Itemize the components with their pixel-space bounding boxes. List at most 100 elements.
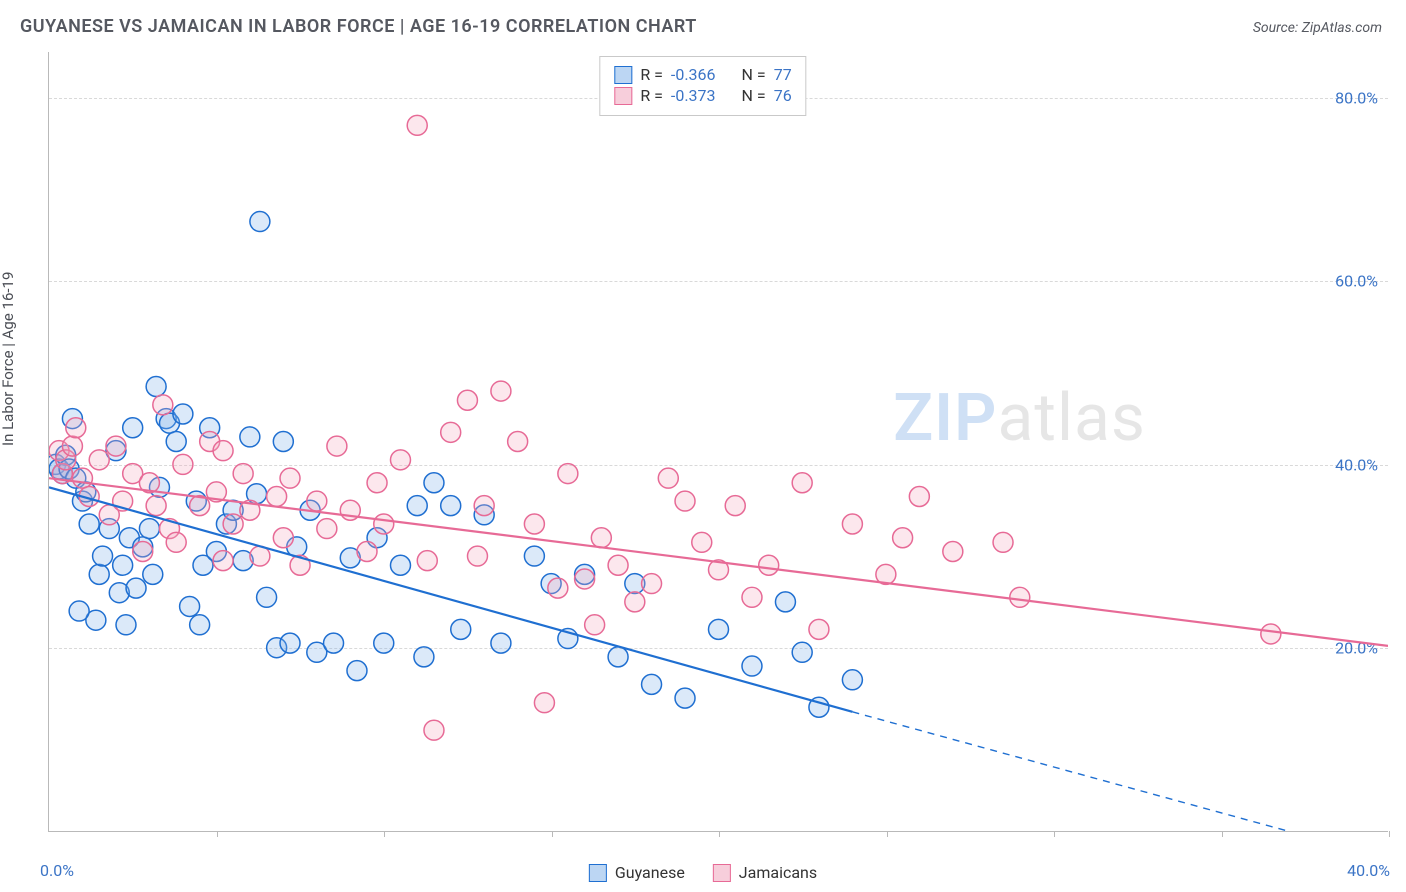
data-point-jamaicans bbox=[213, 441, 233, 461]
data-point-guyanese bbox=[190, 615, 210, 635]
data-point-guyanese bbox=[792, 642, 812, 662]
legend-swatch bbox=[713, 864, 731, 882]
data-point-jamaicans bbox=[508, 432, 528, 452]
data-point-guyanese bbox=[143, 564, 163, 584]
data-point-guyanese bbox=[407, 496, 427, 516]
data-point-guyanese bbox=[608, 647, 628, 667]
data-point-jamaicans bbox=[233, 464, 253, 484]
data-point-jamaicans bbox=[474, 496, 494, 516]
data-point-guyanese bbox=[116, 615, 136, 635]
data-point-guyanese bbox=[390, 555, 410, 575]
data-point-jamaicans bbox=[1010, 587, 1030, 607]
data-point-guyanese bbox=[180, 596, 200, 616]
data-point-jamaicans bbox=[534, 693, 554, 713]
data-point-guyanese bbox=[257, 587, 277, 607]
x-tick bbox=[552, 831, 553, 837]
x-tick bbox=[217, 831, 218, 837]
data-point-guyanese bbox=[451, 619, 471, 639]
chart-svg bbox=[49, 52, 1388, 831]
data-point-guyanese bbox=[842, 670, 862, 690]
data-point-jamaicans bbox=[213, 551, 233, 571]
data-point-jamaicans bbox=[424, 720, 444, 740]
data-point-jamaicans bbox=[742, 587, 762, 607]
data-point-jamaicans bbox=[625, 592, 645, 612]
data-point-guyanese bbox=[742, 656, 762, 676]
legend-series-item: Jamaicans bbox=[713, 863, 817, 882]
data-point-guyanese bbox=[69, 601, 89, 621]
trend-line-extrapolated-guyanese bbox=[852, 712, 1388, 831]
data-point-jamaicans bbox=[658, 468, 678, 488]
source-attribution: Source: ZipAtlas.com bbox=[1253, 20, 1382, 36]
data-point-guyanese bbox=[273, 432, 293, 452]
trend-line-guyanese bbox=[49, 487, 852, 712]
data-point-jamaicans bbox=[558, 464, 578, 484]
data-point-jamaicans bbox=[457, 390, 477, 410]
x-axis-max-label: 40.0% bbox=[1347, 861, 1390, 880]
data-point-jamaicans bbox=[407, 115, 427, 135]
data-point-jamaicans bbox=[585, 615, 605, 635]
data-point-guyanese bbox=[524, 546, 544, 566]
data-point-guyanese bbox=[709, 619, 729, 639]
data-point-guyanese bbox=[79, 514, 99, 534]
data-point-jamaicans bbox=[273, 528, 293, 548]
legend-correlation: R = -0.366 N = 77 R =-0.373N =76 bbox=[599, 56, 806, 116]
x-tick bbox=[719, 831, 720, 837]
data-point-jamaicans bbox=[943, 541, 963, 561]
data-point-guyanese bbox=[675, 688, 695, 708]
chart-title: GUYANESE VS JAMAICAN IN LABOR FORCE | AG… bbox=[20, 16, 697, 37]
data-point-jamaicans bbox=[367, 473, 387, 493]
data-point-jamaicans bbox=[357, 541, 377, 561]
x-tick bbox=[384, 831, 385, 837]
legend-series-label: Guyanese bbox=[615, 863, 685, 882]
legend-swatch bbox=[589, 864, 607, 882]
data-point-jamaicans bbox=[66, 418, 86, 438]
data-point-guyanese bbox=[126, 578, 146, 598]
legend-r-value: -0.366 bbox=[671, 65, 716, 84]
data-point-jamaicans bbox=[491, 381, 511, 401]
data-point-guyanese bbox=[139, 519, 159, 539]
source-label: Source: bbox=[1253, 20, 1298, 36]
data-point-jamaicans bbox=[267, 487, 287, 507]
data-point-jamaicans bbox=[223, 514, 243, 534]
data-point-guyanese bbox=[441, 496, 461, 516]
data-point-jamaicans bbox=[467, 546, 487, 566]
legend-swatch bbox=[614, 87, 632, 105]
data-point-jamaicans bbox=[893, 528, 913, 548]
data-point-guyanese bbox=[491, 633, 511, 653]
x-tick bbox=[1389, 831, 1390, 837]
data-point-guyanese bbox=[374, 633, 394, 653]
legend-r-label: R = bbox=[640, 65, 663, 84]
data-point-jamaicans bbox=[146, 496, 166, 516]
data-point-jamaicans bbox=[72, 468, 92, 488]
data-point-guyanese bbox=[166, 432, 186, 452]
data-point-jamaicans bbox=[675, 491, 695, 511]
data-point-jamaicans bbox=[307, 491, 327, 511]
data-point-jamaicans bbox=[106, 436, 126, 456]
data-point-jamaicans bbox=[692, 532, 712, 552]
data-point-jamaicans bbox=[173, 454, 193, 474]
data-point-guyanese bbox=[123, 418, 143, 438]
data-point-jamaicans bbox=[166, 532, 186, 552]
legend-swatch bbox=[614, 66, 632, 84]
data-point-guyanese bbox=[642, 674, 662, 694]
data-point-jamaicans bbox=[575, 569, 595, 589]
data-point-guyanese bbox=[89, 564, 109, 584]
x-tick bbox=[1054, 831, 1055, 837]
data-point-jamaicans bbox=[417, 551, 437, 571]
data-point-guyanese bbox=[250, 212, 270, 232]
data-point-jamaicans bbox=[608, 555, 628, 575]
y-axis-title: In Labor Force | Age 16-19 bbox=[0, 272, 17, 446]
data-point-guyanese bbox=[113, 555, 133, 575]
legend-n-label: N = bbox=[742, 86, 766, 105]
source-value: ZipAtlas.com bbox=[1302, 20, 1382, 36]
data-point-guyanese bbox=[775, 592, 795, 612]
legend-n-value: 77 bbox=[774, 65, 792, 84]
data-point-jamaicans bbox=[62, 436, 82, 456]
legend-series: Guyanese Jamaicans bbox=[589, 863, 817, 882]
legend-correlation-row: R =-0.373N =76 bbox=[614, 86, 791, 105]
data-point-jamaicans bbox=[390, 450, 410, 470]
data-point-jamaicans bbox=[1261, 624, 1281, 644]
x-tick bbox=[1222, 831, 1223, 837]
data-point-guyanese bbox=[414, 647, 434, 667]
data-point-guyanese bbox=[424, 473, 444, 493]
